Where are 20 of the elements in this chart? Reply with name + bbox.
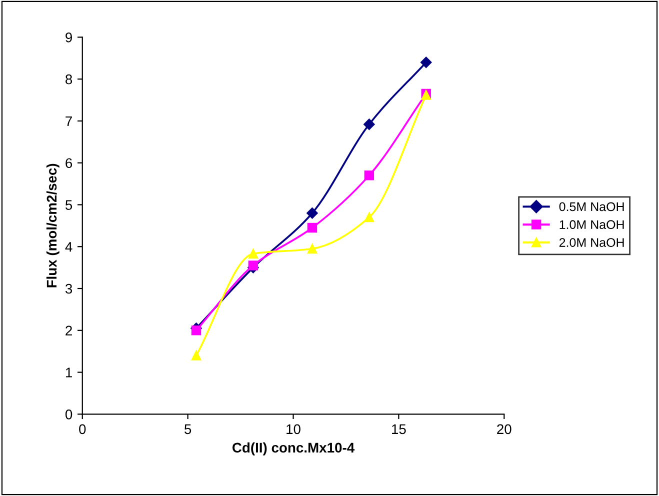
y-tick-label: 7 bbox=[66, 116, 72, 126]
legend-label: 2.0M NaOH bbox=[559, 238, 624, 247]
x-tick-label: 20 bbox=[497, 424, 512, 434]
y-tick-label: 6 bbox=[66, 158, 72, 168]
legend-label: 0.5M NaOH bbox=[559, 202, 624, 212]
y-tick-label: 3 bbox=[65, 284, 72, 294]
y-tick-label: 9 bbox=[66, 32, 72, 42]
x-tick-label: 5 bbox=[184, 424, 192, 434]
x-axis-title: Cd(II) conc.Mx10-4 bbox=[232, 442, 355, 456]
y-tick-label: 1 bbox=[66, 368, 72, 378]
y-tick-label: 5 bbox=[65, 200, 72, 210]
y-axis-title: Flux (mol/cm2/sec) bbox=[46, 164, 60, 288]
y-tick-label: 2 bbox=[66, 326, 72, 336]
y-tick-label: 8 bbox=[66, 74, 72, 84]
legend-label: 1.0M NaOH bbox=[560, 220, 624, 230]
y-tick-label: 4 bbox=[65, 242, 72, 252]
y-tick-label: 0 bbox=[65, 409, 72, 420]
x-tick-label: 0 bbox=[79, 424, 86, 434]
x-tick-label: 10 bbox=[286, 424, 300, 434]
x-tick-label: 15 bbox=[392, 424, 406, 434]
